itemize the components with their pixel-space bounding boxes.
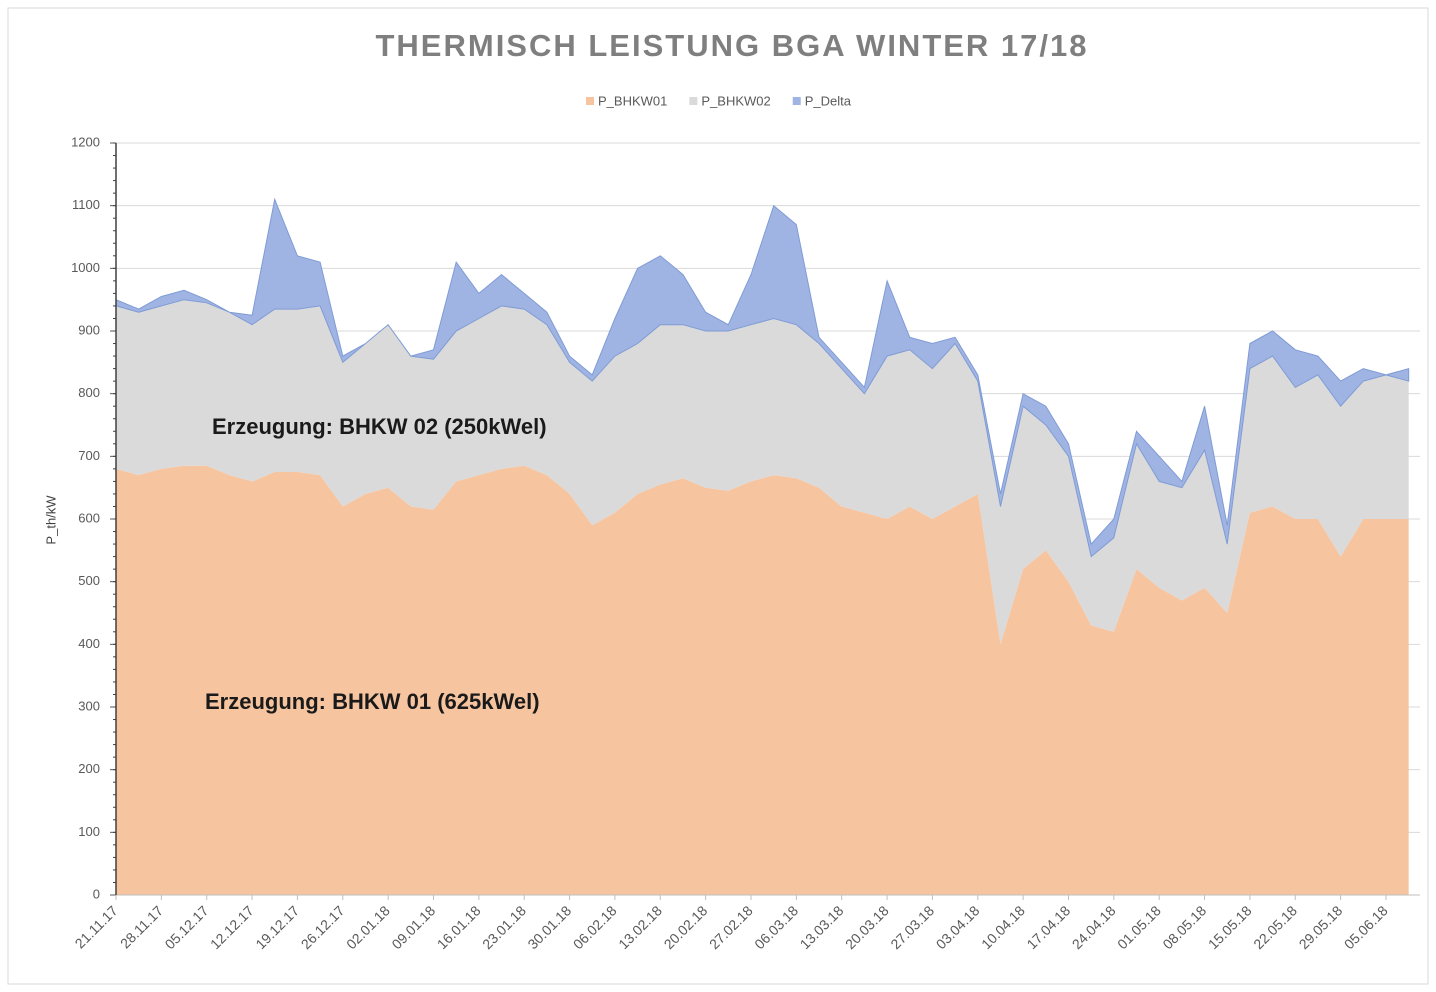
y-tick-label: 500 xyxy=(78,573,100,588)
y-tick-label: 800 xyxy=(78,385,100,400)
y-axis-label: P_th/kW xyxy=(43,495,58,545)
legend-label: P_Delta xyxy=(805,93,852,108)
y-tick-label: 300 xyxy=(78,698,100,713)
legend-swatch xyxy=(792,97,801,105)
y-tick-label: 1100 xyxy=(72,197,100,212)
y-tick-label: 0 xyxy=(93,886,100,901)
y-tick-label: 600 xyxy=(78,510,100,525)
area xyxy=(115,197,1410,558)
chart-title: THERMISCH LEISTUNG BGA WINTER 17/18 xyxy=(375,28,1088,63)
annotation: Erzeugung: BHKW 02 (250kWel) xyxy=(212,414,547,439)
legend-swatch xyxy=(586,97,594,105)
y-tick-label: 100 xyxy=(78,824,100,839)
legend-label: P_BHKW01 xyxy=(598,93,667,108)
area xyxy=(116,299,1409,645)
annotation: Erzeugung: BHKW 01 (625kWel) xyxy=(205,689,540,714)
y-tick-label: 1000 xyxy=(71,260,100,275)
legend-label: P_BHKW02 xyxy=(701,93,770,108)
legend-swatch xyxy=(689,97,698,105)
y-tick-label: 900 xyxy=(78,322,100,337)
y-tick-label: 1200 xyxy=(71,134,100,149)
y-tick-label: 700 xyxy=(78,448,100,463)
y-tick-label: 200 xyxy=(78,761,100,776)
y-tick-label: 400 xyxy=(78,636,100,651)
area xyxy=(116,465,1409,895)
